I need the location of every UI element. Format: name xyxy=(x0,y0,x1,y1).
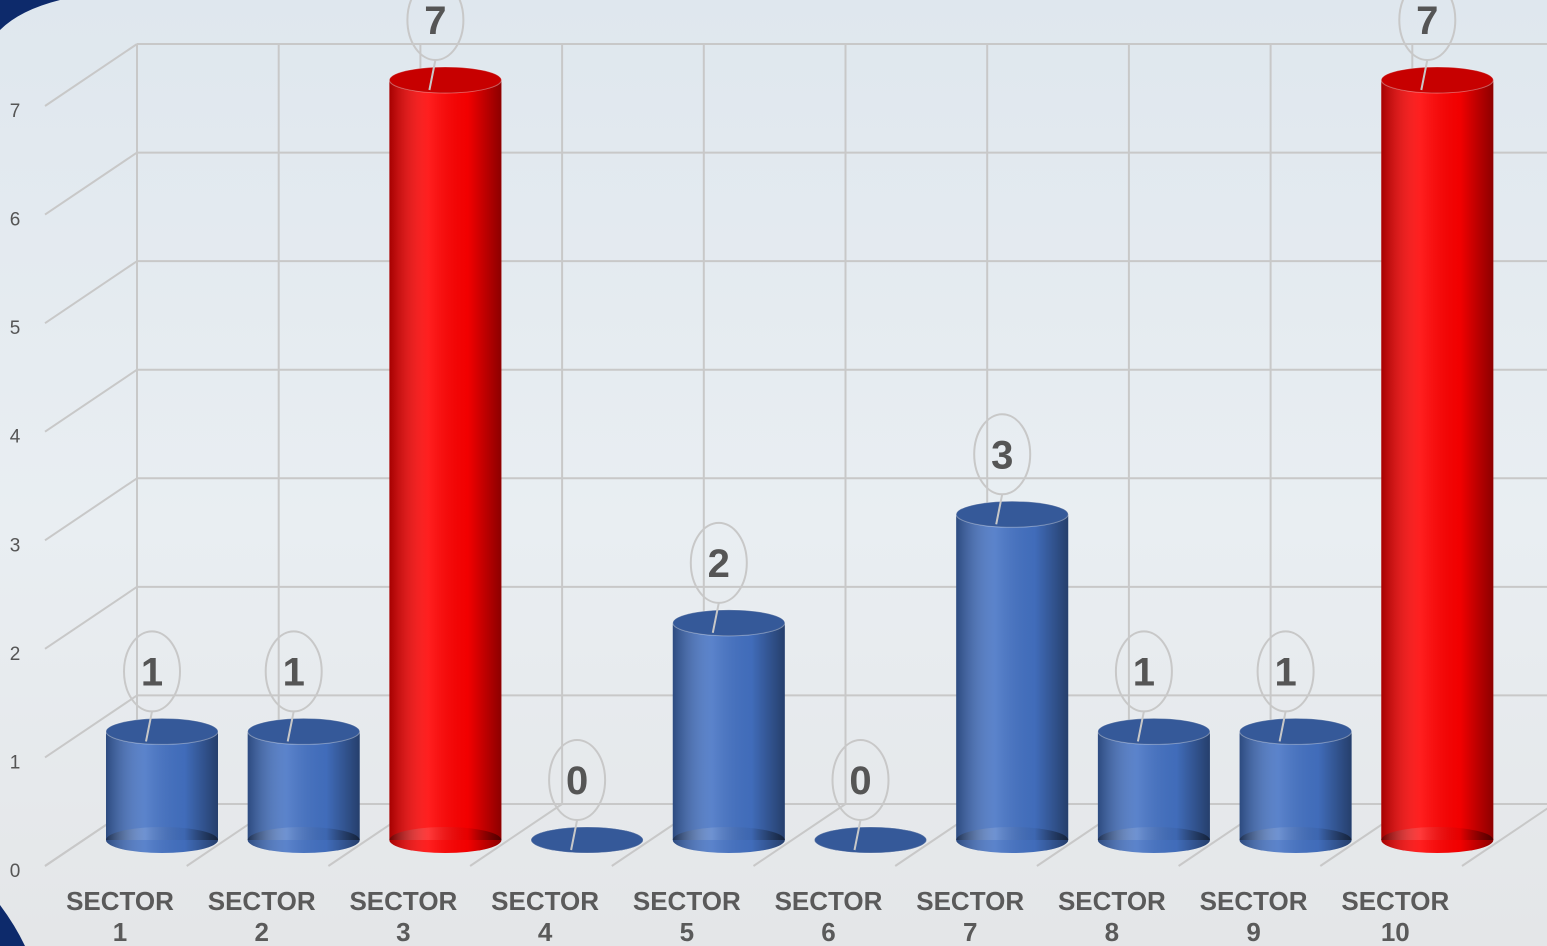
bar-top xyxy=(814,826,927,854)
bar-top xyxy=(672,609,786,637)
data-label: 7 xyxy=(424,0,446,43)
data-label-leader xyxy=(853,819,862,851)
y-tick-label: 0 xyxy=(10,861,21,882)
y-tick-label: 4 xyxy=(10,427,21,448)
x-tick-label: SECTOR 3 xyxy=(349,886,458,946)
grid-line xyxy=(44,260,138,324)
bar-shade xyxy=(389,80,502,840)
y-tick-label: 3 xyxy=(10,535,21,556)
bar-base xyxy=(956,827,1069,853)
floor-line xyxy=(752,803,847,867)
grid-line xyxy=(44,43,138,107)
bar-top-shade xyxy=(814,827,927,853)
data-label-leader xyxy=(1278,711,1287,742)
grid-line xyxy=(44,586,138,650)
bar-top xyxy=(530,826,644,854)
bar-top xyxy=(955,500,1069,528)
bar-base xyxy=(106,827,218,853)
y-tick-label: 2 xyxy=(10,644,21,665)
data-label-leader xyxy=(145,711,153,742)
corner-decoration xyxy=(0,0,60,30)
x-tick-label: SECTOR 6 xyxy=(774,886,883,946)
bar-top-shade xyxy=(1097,718,1210,745)
y-tick-label: 1 xyxy=(10,752,21,773)
floor-line xyxy=(469,803,563,867)
bar-top-shade xyxy=(531,827,644,853)
bar-top-shade xyxy=(672,609,785,636)
grid-line xyxy=(44,151,138,216)
bar-top-shade xyxy=(389,67,502,93)
grid-line xyxy=(44,368,138,433)
bar-top xyxy=(247,717,361,745)
x-tick-label: SECTOR 5 xyxy=(632,886,741,946)
bar-shade xyxy=(1239,731,1352,840)
bar-base xyxy=(1239,827,1352,853)
data-label-leader xyxy=(1420,59,1429,91)
bar-top-shade xyxy=(106,718,218,745)
bar-top-shade xyxy=(956,501,1069,528)
data-label: 1 xyxy=(283,650,305,694)
bar-top-shade xyxy=(247,718,360,745)
data-label-leader xyxy=(995,494,1004,525)
data-label-leader xyxy=(570,819,579,851)
data-label-leader xyxy=(286,711,295,742)
bar-top xyxy=(105,717,219,745)
bar-base xyxy=(1381,827,1494,853)
data-label: 2 xyxy=(708,542,730,586)
data-label: 1 xyxy=(141,650,163,694)
bar-top-shade xyxy=(1381,67,1494,93)
bar-base xyxy=(247,827,360,853)
x-tick-label: SECTOR 1 xyxy=(66,886,174,946)
bar-shade xyxy=(672,622,785,840)
data-label-leader xyxy=(428,59,437,91)
bar-shade xyxy=(247,731,360,840)
data-label-leader xyxy=(1136,711,1145,742)
data-label: 7 xyxy=(1416,0,1438,43)
floor-line xyxy=(1461,807,1547,867)
data-label: 0 xyxy=(849,759,871,803)
data-label: 0 xyxy=(566,759,588,803)
data-label-leader xyxy=(711,602,720,634)
bar-top xyxy=(1239,717,1353,745)
bar-base xyxy=(672,827,785,853)
bar-top xyxy=(1380,66,1494,94)
x-tick-label: SECTOR 10 xyxy=(1341,886,1450,946)
x-tick-label: SECTOR 2 xyxy=(207,886,316,946)
grid-line xyxy=(44,477,138,542)
y-tick-label: 6 xyxy=(10,210,21,231)
bar-top xyxy=(388,66,502,94)
bar-top-shade xyxy=(1239,718,1352,745)
data-label: 3 xyxy=(991,433,1013,477)
bar-shade xyxy=(956,514,1069,840)
data-label: 1 xyxy=(1274,650,1296,694)
y-tick-label: 7 xyxy=(10,101,21,122)
x-tick-label: SECTOR 4 xyxy=(491,886,600,946)
x-tick-label: SECTOR 7 xyxy=(916,886,1025,946)
grid-line xyxy=(44,694,138,759)
bar-top xyxy=(1097,717,1211,745)
bar-shade xyxy=(106,731,218,840)
data-label: 1 xyxy=(1133,650,1155,694)
corner-decoration xyxy=(0,905,25,946)
y-tick-label: 5 xyxy=(10,318,21,339)
bar-base xyxy=(389,827,502,853)
bar-shade xyxy=(1097,731,1210,840)
x-tick-label: SECTOR 9 xyxy=(1199,886,1308,946)
bar-base xyxy=(1097,827,1210,853)
bar-shade xyxy=(1381,80,1494,840)
x-tick-label: SECTOR 8 xyxy=(1057,886,1166,946)
